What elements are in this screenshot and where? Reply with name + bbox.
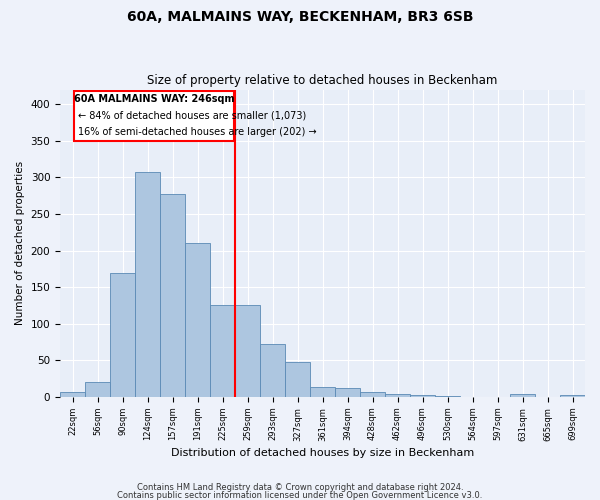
Bar <box>85 382 110 397</box>
Text: Contains HM Land Registry data © Crown copyright and database right 2024.: Contains HM Land Registry data © Crown c… <box>137 484 463 492</box>
Bar <box>285 362 310 397</box>
FancyBboxPatch shape <box>74 91 234 141</box>
Bar <box>310 386 335 397</box>
Bar <box>260 344 285 397</box>
Bar <box>235 306 260 397</box>
Bar <box>385 394 410 397</box>
Bar <box>185 244 210 397</box>
Bar <box>110 272 135 397</box>
Bar <box>135 172 160 397</box>
Y-axis label: Number of detached properties: Number of detached properties <box>15 161 25 326</box>
Text: 16% of semi-detached houses are larger (202) →: 16% of semi-detached houses are larger (… <box>77 128 316 138</box>
Text: 60A MALMAINS WAY: 246sqm: 60A MALMAINS WAY: 246sqm <box>74 94 234 104</box>
Text: Contains public sector information licensed under the Open Government Licence v3: Contains public sector information licen… <box>118 490 482 500</box>
Bar <box>160 194 185 397</box>
Bar <box>510 394 535 397</box>
Text: ← 84% of detached houses are smaller (1,073): ← 84% of detached houses are smaller (1,… <box>77 111 306 121</box>
Bar <box>435 396 460 397</box>
Bar <box>60 392 85 397</box>
Bar <box>360 392 385 397</box>
X-axis label: Distribution of detached houses by size in Beckenham: Distribution of detached houses by size … <box>171 448 474 458</box>
Bar <box>410 396 435 397</box>
Title: Size of property relative to detached houses in Beckenham: Size of property relative to detached ho… <box>148 74 498 87</box>
Bar <box>210 306 235 397</box>
Text: 60A, MALMAINS WAY, BECKENHAM, BR3 6SB: 60A, MALMAINS WAY, BECKENHAM, BR3 6SB <box>127 10 473 24</box>
Bar <box>335 388 360 397</box>
Bar <box>560 395 585 397</box>
